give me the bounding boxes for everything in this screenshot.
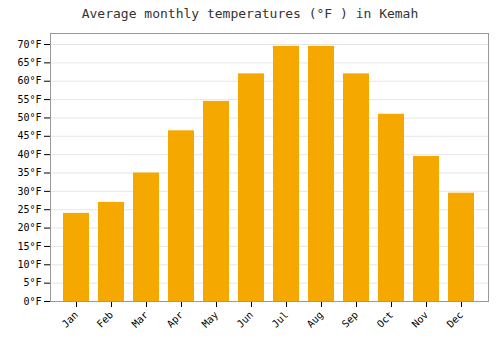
svg-text:70°F: 70°F [17,39,41,50]
svg-text:20°F: 20°F [17,222,41,233]
svg-text:Dec: Dec [445,309,466,330]
svg-text:Oct: Oct [375,309,396,330]
svg-text:Mar: Mar [130,309,151,330]
svg-text:45°F: 45°F [17,130,41,141]
html-text:Average monthly temperatures (: Average monthly temperatures (°F ) in Ke… [81,6,419,21]
svg-text:35°F: 35°F [17,167,41,178]
svg-text:Nov: Nov [410,309,431,330]
svg-text:65°F: 65°F [17,57,41,68]
svg-text:40°F: 40°F [17,149,41,160]
svg-text:25°F: 25°F [17,204,41,215]
svg-text:Jan: Jan [60,309,81,330]
svg-text:50°F: 50°F [17,112,41,123]
svg-text:May: May [200,309,221,330]
svg-text:10°F: 10°F [17,259,41,270]
svg-text:15°F: 15°F [17,241,41,252]
svg-text:Jun: Jun [235,309,256,330]
svg-text:Aug: Aug [305,309,326,330]
svg-text:55°F: 55°F [17,94,41,105]
svg-text:Jul: Jul [270,309,291,330]
svg-text:0°F: 0°F [23,296,41,307]
svg-text:Sep: Sep [340,309,361,330]
svg-text:30°F: 30°F [17,186,41,197]
svg-text:Feb: Feb [95,309,116,330]
svg-text:Apr: Apr [165,309,186,330]
svg-text:60°F: 60°F [17,75,41,86]
svg-text:5°F: 5°F [23,277,41,288]
